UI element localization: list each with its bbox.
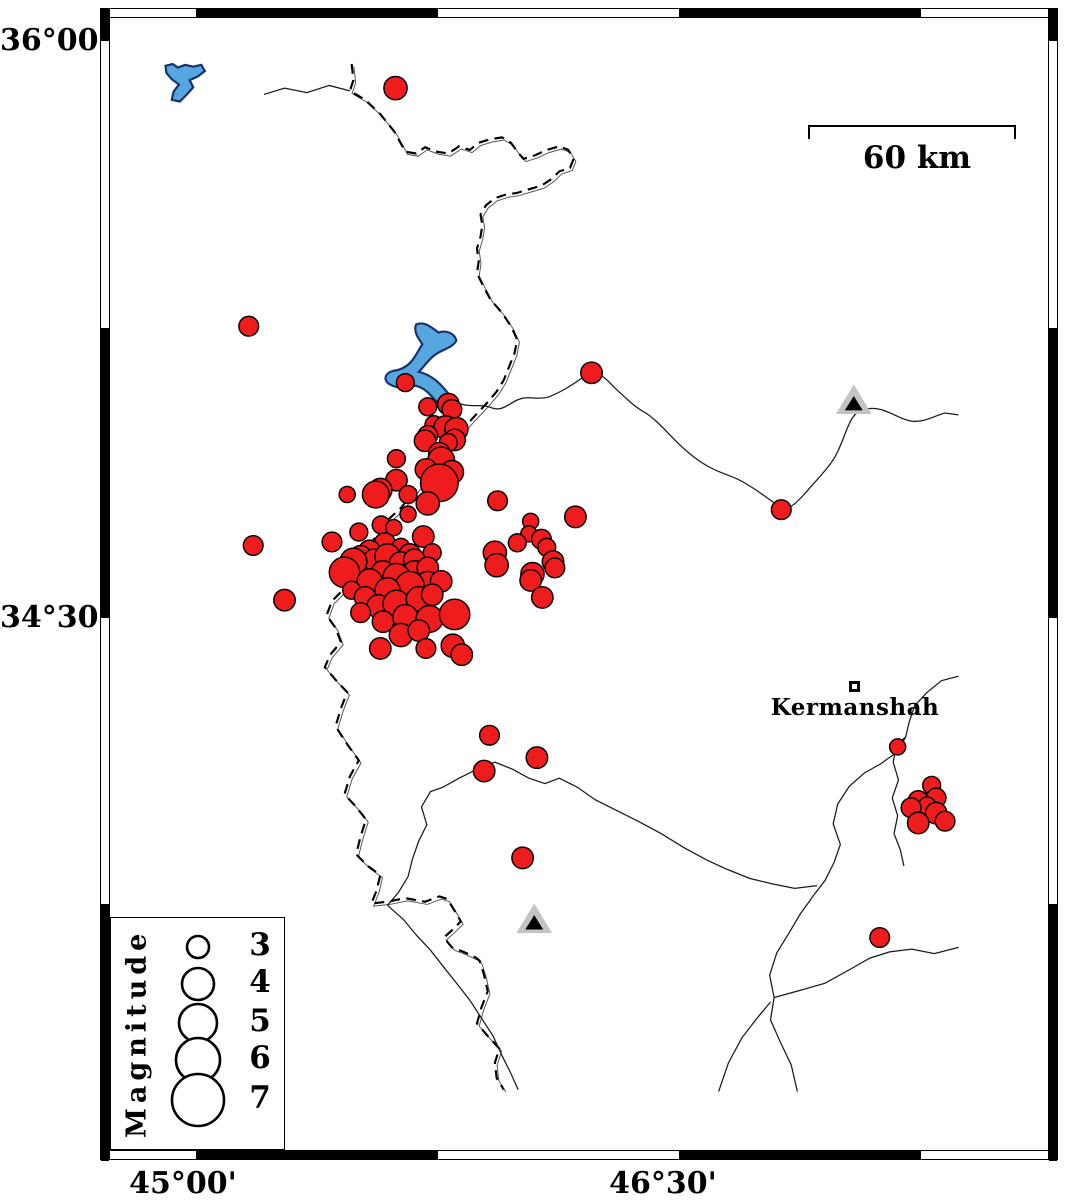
- earthquake-marker: [438, 598, 471, 631]
- legend-circle: [185, 934, 211, 960]
- earthquake-marker: [338, 485, 356, 504]
- river-line: [768, 675, 959, 1092]
- earthquake-marker: [450, 643, 474, 667]
- earthquake-marker: [273, 588, 296, 612]
- earthquake-marker: [399, 505, 417, 523]
- legend-value: 4: [249, 964, 271, 1000]
- legend-value: 3: [249, 927, 271, 963]
- earthquake-marker: [525, 746, 549, 770]
- frame-tick-segment: [679, 1151, 921, 1159]
- earthquake-marker: [242, 534, 264, 557]
- scale-bar-label: 60 km: [862, 140, 972, 176]
- earthquake-marker: [361, 480, 390, 509]
- earthquake-marker: [486, 490, 509, 512]
- earthquake-marker: [934, 810, 956, 832]
- earthquake-marker: [321, 531, 343, 553]
- earthquake-marker: [411, 525, 435, 549]
- earthquake-marker: [420, 583, 444, 607]
- legend-circle: [177, 1002, 219, 1044]
- earthquake-marker: [415, 491, 441, 516]
- station-triangle-inner-icon: [525, 915, 544, 930]
- longitude-label: 45°00': [129, 1166, 237, 1201]
- border-dashed-line: [323, 63, 575, 1091]
- longitude-label: 46°30': [609, 1166, 717, 1201]
- river-line: [263, 84, 351, 96]
- map-drawing: [164, 62, 959, 1093]
- station-triangle-inner-icon: [844, 396, 863, 411]
- river-line: [387, 904, 519, 1090]
- legend-circles: [170, 934, 226, 1128]
- legend-value: 7: [249, 1080, 271, 1116]
- frame-tick-segment: [196, 9, 438, 17]
- earthquake-marker: [507, 533, 527, 553]
- earthquake-marker: [472, 759, 496, 783]
- earthquake-marker: [770, 499, 792, 521]
- earthquake-marker: [530, 585, 554, 609]
- frame-tick-segment: [1049, 9, 1057, 41]
- lake: [164, 62, 207, 103]
- earthquake-marker: [238, 315, 260, 337]
- frame-tick-segment: [196, 1151, 438, 1159]
- earthquake-marker: [349, 522, 369, 542]
- frame-tick-segment: [1049, 904, 1057, 1161]
- earthquake-marker: [544, 557, 566, 579]
- frame-tick-segment: [101, 904, 109, 1161]
- legend-circle: [170, 1072, 226, 1128]
- earthquake-marker: [384, 518, 403, 537]
- frame-tick-segment: [679, 9, 921, 17]
- earthquake-marker: [580, 361, 603, 385]
- lake: [384, 322, 458, 407]
- legend-value: 5: [249, 1003, 271, 1039]
- map-frame-bottom: [100, 1150, 1058, 1160]
- city-label: Kermanshah: [770, 694, 940, 721]
- earthquake-marker: [413, 429, 437, 453]
- earthquake-marker: [398, 484, 418, 505]
- earthquake-marker: [519, 568, 543, 592]
- earthquake-marker: [511, 846, 535, 870]
- latitude-label: 34°30': [0, 600, 108, 635]
- scale-bar: [808, 125, 1016, 127]
- earthquake-marker: [350, 602, 372, 624]
- latitude-label: 36°00': [0, 23, 108, 58]
- scale-bar-right-tick: [1014, 125, 1016, 139]
- frame-tick-segment: [101, 328, 109, 618]
- map-canvas: [110, 18, 1048, 1150]
- earthquake-marker: [888, 738, 907, 756]
- river-line: [456, 372, 959, 509]
- earthquake-marker: [415, 637, 437, 660]
- earthquake-marker: [484, 552, 510, 578]
- earthquake-marker: [368, 636, 392, 660]
- map-frame-right: [1048, 8, 1058, 1161]
- earthquake-marker: [563, 505, 587, 529]
- earthquake-marker: [383, 75, 408, 101]
- legend-circle: [180, 966, 216, 1002]
- river-line: [773, 946, 959, 999]
- earthquake-marker: [869, 926, 891, 949]
- frame-tick-segment: [101, 9, 109, 41]
- frame-tick-segment: [1049, 328, 1057, 618]
- river-line: [718, 1001, 772, 1092]
- earthquake-marker: [478, 724, 501, 746]
- map-frame-top: [100, 8, 1058, 18]
- map-frame-left: [100, 8, 110, 1161]
- city-marker: [849, 681, 860, 692]
- scale-bar-left-tick: [808, 125, 810, 139]
- legend-value: 6: [249, 1040, 271, 1076]
- earthquake-marker: [906, 811, 930, 835]
- earthquake-marker: [395, 372, 416, 393]
- river-line: [386, 761, 818, 906]
- earthquake-marker: [418, 397, 438, 417]
- earthquake-marker: [386, 449, 407, 469]
